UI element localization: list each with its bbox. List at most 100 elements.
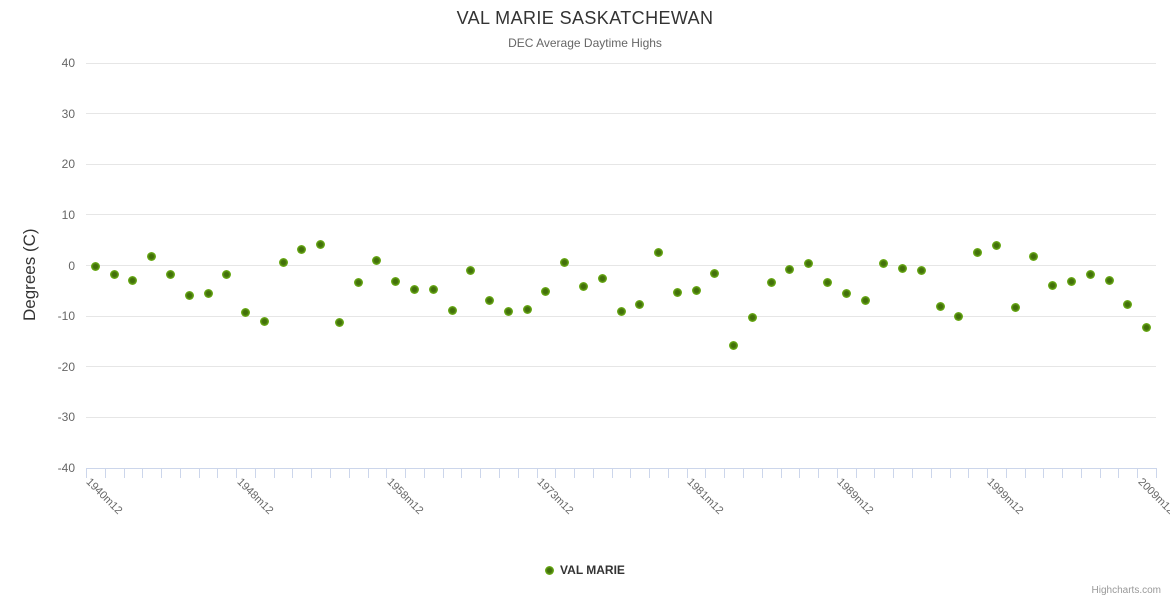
x-axis-tick — [1024, 468, 1026, 478]
y-axis-tick-label: -30 — [57, 410, 75, 425]
y-gridline — [86, 416, 1156, 418]
x-axis-tick — [1156, 468, 1157, 478]
x-axis-tick — [649, 468, 651, 478]
legend-item-val-marie[interactable]: VAL MARIE — [545, 563, 625, 577]
data-point — [259, 316, 269, 326]
legend: VAL MARIE — [0, 563, 1170, 577]
x-axis-tick — [517, 468, 519, 478]
data-point — [691, 285, 701, 295]
data-point — [541, 287, 551, 297]
data-point — [372, 256, 382, 266]
x-axis-tick-label: 1973m12 — [534, 476, 576, 517]
x-axis-tick — [818, 468, 820, 478]
data-point — [391, 277, 401, 287]
x-axis-tick — [574, 468, 576, 478]
data-point — [222, 269, 232, 279]
data-point — [184, 291, 194, 301]
data-point — [916, 265, 926, 275]
x-axis-tick — [254, 468, 256, 478]
data-point — [1010, 303, 1020, 313]
data-point — [466, 266, 476, 276]
data-point — [485, 296, 495, 306]
x-axis-tick — [780, 468, 782, 478]
x-axis-tick — [292, 468, 294, 478]
x-axis-tick-label: 2009m12 — [1135, 476, 1170, 517]
data-point — [785, 264, 795, 274]
x-axis-tick — [836, 468, 838, 478]
data-point — [522, 305, 532, 315]
x-axis-tick — [987, 468, 989, 478]
x-axis-tick — [930, 468, 932, 478]
data-point — [278, 257, 288, 267]
data-point — [560, 258, 570, 268]
data-point — [109, 270, 119, 280]
y-gridline — [86, 62, 1156, 64]
x-axis-tick — [330, 468, 332, 478]
x-axis-tick — [1080, 468, 1082, 478]
x-axis-tick — [217, 468, 219, 478]
data-point — [297, 244, 307, 254]
x-axis-tick — [179, 468, 181, 478]
data-point — [353, 278, 363, 288]
data-point — [766, 277, 776, 287]
data-point — [879, 258, 889, 268]
x-axis-tick — [968, 468, 970, 478]
data-point — [1142, 322, 1152, 332]
x-axis-tick — [724, 468, 726, 478]
x-axis-tick — [161, 468, 163, 478]
x-axis-tick — [104, 468, 106, 478]
chart-title: VAL MARIE SASKATCHEWAN — [456, 8, 714, 28]
y-axis-tick-label: 10 — [61, 207, 75, 222]
x-axis-tick — [442, 468, 444, 478]
x-axis-tick — [686, 468, 688, 478]
y-axis-tick-label: -40 — [57, 461, 75, 475]
y-gridline — [86, 214, 1156, 216]
x-axis-tick — [386, 468, 388, 478]
data-point — [747, 312, 757, 322]
data-point — [710, 268, 720, 278]
x-axis-tick — [911, 468, 913, 478]
x-axis-tick-label: 1948m12 — [234, 476, 275, 517]
data-point — [654, 248, 664, 258]
data-point — [822, 277, 832, 287]
data-point — [410, 284, 419, 294]
x-axis-tick — [1062, 468, 1064, 478]
x-axis-tick — [743, 468, 745, 478]
x-axis-tick — [893, 468, 895, 478]
y-axis-tick-label: 20 — [61, 157, 75, 172]
y-gridline — [86, 113, 1156, 115]
data-point — [447, 305, 457, 315]
x-axis-tick — [142, 468, 144, 478]
data-point — [428, 285, 438, 295]
data-point — [90, 262, 100, 271]
x-axis-tick — [367, 468, 369, 478]
x-axis-tick — [630, 468, 632, 478]
x-axis-tick — [705, 468, 707, 478]
y-axis-tick-label: 40 — [61, 56, 75, 70]
data-point — [1048, 281, 1058, 291]
data-point — [1067, 276, 1077, 286]
data-point — [578, 281, 588, 291]
legend-series-label: VAL MARIE — [560, 563, 625, 577]
data-point — [1123, 299, 1133, 309]
data-point — [1104, 275, 1114, 285]
x-axis-tick — [423, 468, 425, 478]
x-axis-tick — [311, 468, 313, 478]
data-point — [316, 239, 326, 249]
y-axis-title: Degrees (C) — [20, 227, 39, 321]
x-axis-tick — [348, 468, 350, 478]
x-axis-tick — [1043, 468, 1045, 478]
x-axis-tick — [874, 468, 876, 478]
data-point — [898, 263, 908, 273]
data-point — [241, 307, 251, 317]
data-point — [165, 269, 175, 279]
x-axis-tick — [555, 468, 557, 478]
x-axis-tick — [855, 468, 857, 478]
data-point — [1029, 252, 1039, 262]
data-point — [841, 288, 851, 298]
highcharts-credits-link[interactable]: Highcharts.com — [1091, 585, 1161, 596]
y-gridline — [86, 366, 1156, 368]
x-axis-tick — [1099, 468, 1101, 478]
